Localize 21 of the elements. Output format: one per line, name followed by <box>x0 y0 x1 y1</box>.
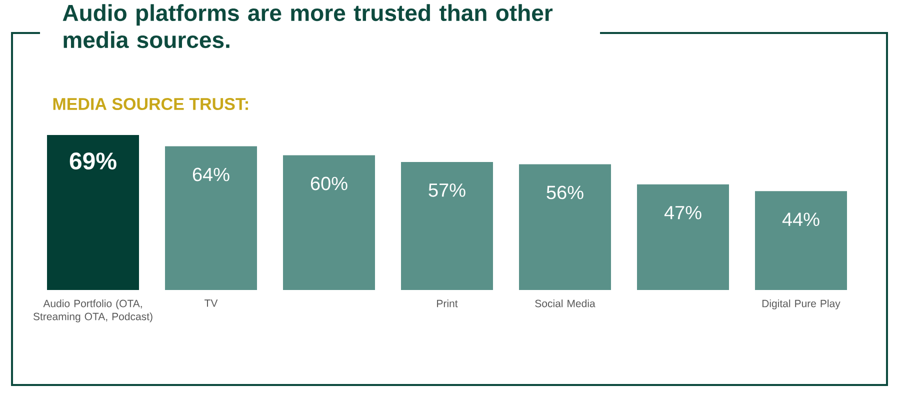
x-tick-label: Print <box>437 300 458 308</box>
chart-subtitle: MEDIA SOURCE TRUST: <box>53 98 248 110</box>
data-label: 57% <box>428 183 466 197</box>
x-tick-label: Digital Pure Play <box>762 300 840 310</box>
data-label: 56% <box>546 186 584 200</box>
bar <box>283 155 375 290</box>
data-label: 44% <box>782 212 820 226</box>
chart-title: Audio platforms are more trusted than other media sources. <box>62 4 553 48</box>
data-label: 60% <box>310 176 348 190</box>
bar <box>47 134 140 290</box>
bar <box>636 184 729 290</box>
x-tick-label: Audio Portfolio (OTA, Streaming OTA, Podcast) <box>33 300 152 322</box>
data-label: 69% <box>70 152 116 170</box>
x-tick-label: Social Media <box>535 300 596 308</box>
bar <box>401 162 493 290</box>
bar <box>165 146 258 290</box>
data-label: 47% <box>664 206 702 220</box>
bar <box>754 191 847 290</box>
bar <box>519 164 611 290</box>
x-tick-label: TV <box>204 300 218 307</box>
data-label: 64% <box>192 168 230 182</box>
